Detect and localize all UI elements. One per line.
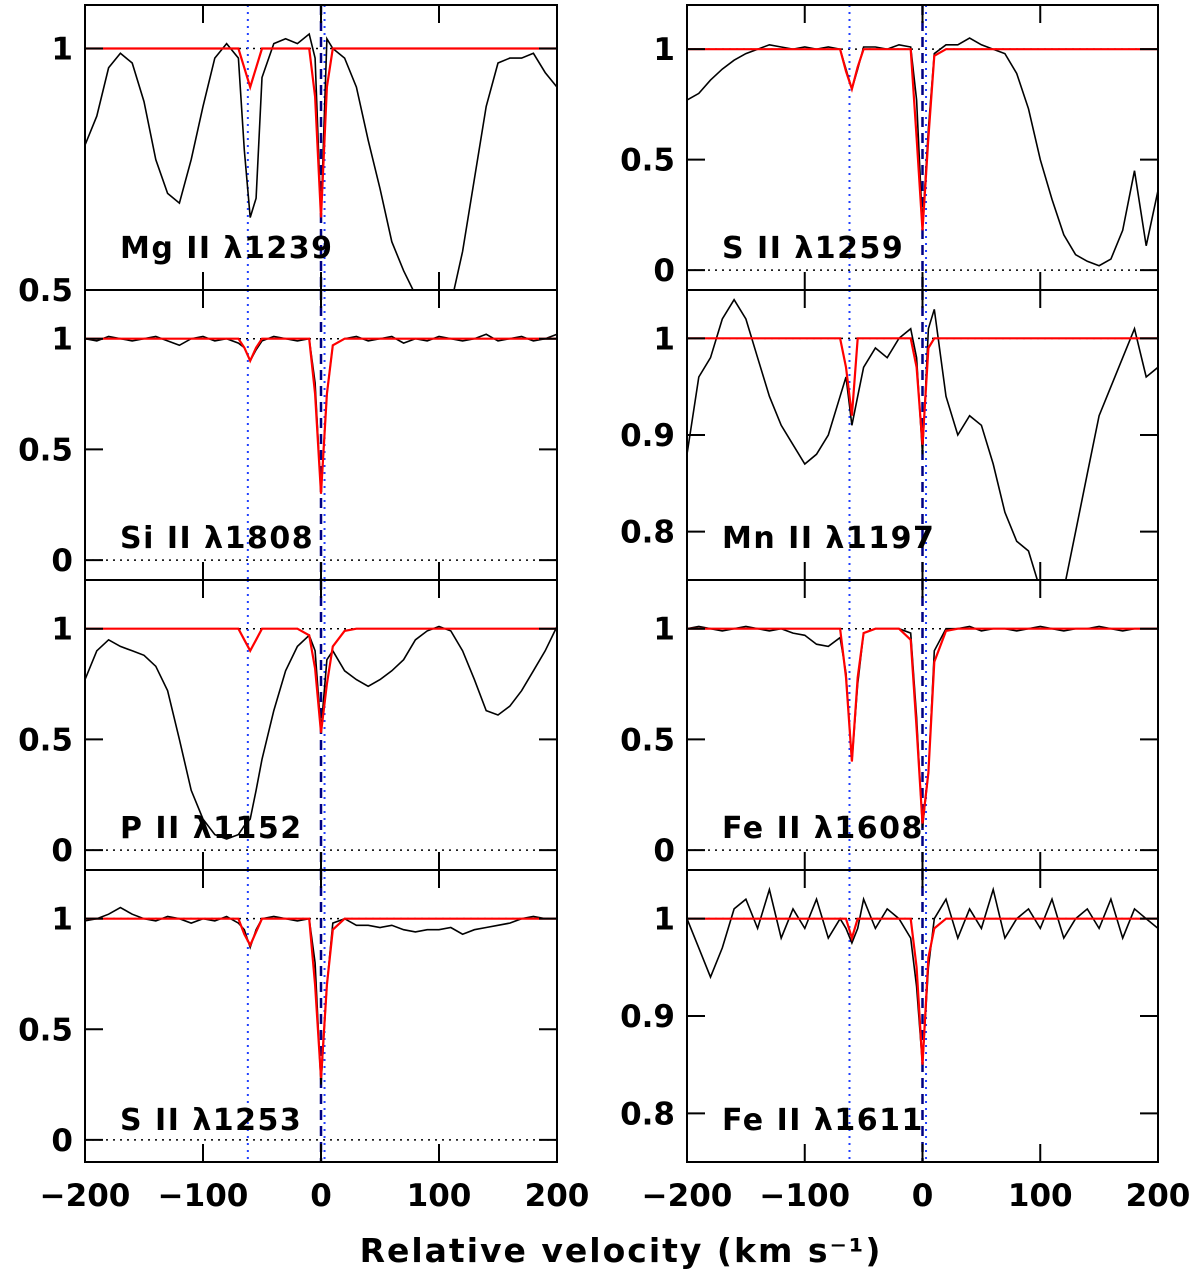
- fit-line: [85, 627, 557, 733]
- panel-plot: [85, 870, 557, 1162]
- x-tick-label: 100: [1008, 1178, 1073, 1214]
- fit-line: [85, 917, 557, 1078]
- spectrum: [85, 906, 557, 1085]
- panel-label: Mg II λ1239: [120, 231, 334, 266]
- x-tick-label: −100: [158, 1178, 249, 1214]
- fit-line: [85, 47, 557, 218]
- panel-label: Fe II λ1608: [722, 811, 924, 846]
- x-tick-label: 0: [310, 1178, 332, 1214]
- x-tick-label: −200: [40, 1178, 131, 1214]
- x-tick-label: 100: [407, 1178, 472, 1214]
- spectrum: [85, 32, 557, 290]
- y-tick-label: 1: [51, 612, 73, 648]
- y-tick-label: 1: [51, 31, 73, 67]
- y-tick-label: 0.5: [18, 432, 73, 468]
- x-tick-label: −200: [642, 1178, 733, 1214]
- y-tick-label: 0.5: [620, 143, 675, 179]
- y-tick-label: 0.5: [620, 722, 675, 758]
- x-tick-label: 0: [912, 1178, 934, 1214]
- x-axis-label: Relative velocity (km s⁻¹): [360, 1231, 883, 1270]
- fit-line: [687, 337, 1158, 445]
- y-tick-label: 0: [653, 833, 675, 869]
- panel-plot: [687, 5, 1158, 290]
- y-tick-label: 1: [51, 902, 73, 938]
- panel-label: Si II λ1808: [120, 521, 314, 556]
- panel-plot: [85, 580, 557, 870]
- x-tick-label: −100: [759, 1178, 850, 1214]
- y-tick-label: 0.5: [18, 722, 73, 758]
- panel-label: S II λ1253: [120, 1103, 302, 1138]
- fit-line: [85, 337, 557, 494]
- y-tick-label: 0.9: [620, 418, 675, 454]
- spectrum: [687, 37, 1158, 267]
- spectrum: [687, 886, 1158, 1065]
- spectrum: [85, 625, 557, 840]
- x-tick-label: 200: [1126, 1178, 1191, 1214]
- panel-plot: [85, 290, 557, 580]
- y-tick-label: 1: [51, 322, 73, 358]
- panel-plot: [687, 290, 1158, 580]
- y-tick-label: 0: [51, 833, 73, 869]
- y-tick-label: 0.5: [18, 1012, 73, 1048]
- y-tick-label: 0.9: [620, 999, 675, 1035]
- y-tick-label: 0: [51, 1123, 73, 1159]
- y-tick-label: 1: [653, 902, 675, 938]
- y-tick-label: 1: [653, 612, 675, 648]
- y-tick-label: 1: [653, 32, 675, 68]
- fit-line: [687, 627, 1158, 824]
- y-tick-label: 0: [51, 543, 73, 579]
- y-tick-label: 0: [653, 253, 675, 289]
- y-tick-label: 0.8: [620, 1096, 675, 1132]
- panel-label: S II λ1259: [722, 231, 904, 266]
- fit-line: [687, 48, 1158, 231]
- fit-line: [687, 917, 1158, 1065]
- y-tick-label: 0.8: [620, 515, 675, 551]
- panel-label: P II λ1152: [120, 811, 303, 846]
- y-tick-label: 1: [653, 321, 675, 357]
- x-tick-label: 200: [525, 1178, 590, 1214]
- spectrum: [687, 298, 1158, 580]
- panel-plot: [687, 870, 1158, 1162]
- y-tick-label: 0.5: [18, 273, 73, 309]
- panel-plot: [687, 580, 1158, 870]
- panel-label: Fe II λ1611: [722, 1103, 924, 1138]
- panel-label: Mn II λ1197: [722, 521, 935, 556]
- panel-plot: [85, 5, 557, 290]
